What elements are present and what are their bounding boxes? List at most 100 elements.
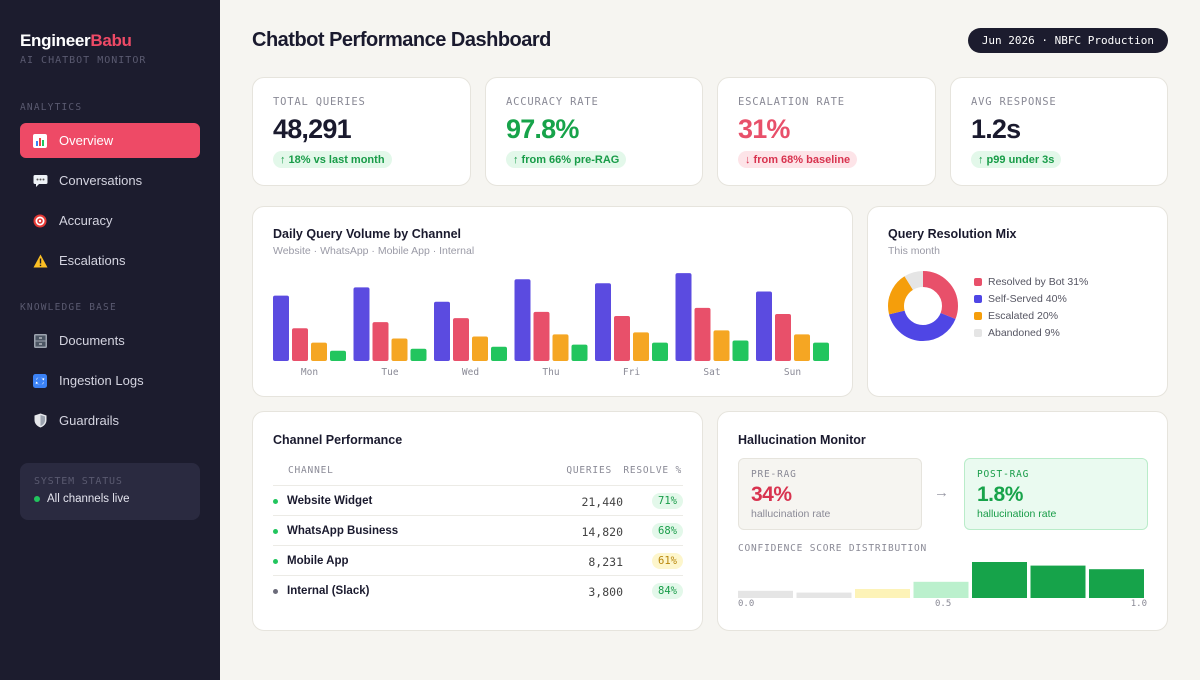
refresh-icon — [32, 373, 48, 389]
kpi-card-escalation-rate: ESCALATION RATE 31% ↓ from 68% baseline — [717, 77, 936, 186]
kpi-value: 31% — [738, 114, 790, 144]
brand-logo[interactable]: EngineerBabu — [20, 31, 132, 51]
kpi-label: ACCURACY RATE — [506, 96, 599, 108]
bar-website-tue[interactable] — [353, 287, 370, 361]
bar-website-sun[interactable] — [756, 291, 772, 361]
bar-internal-wed[interactable] — [491, 346, 507, 361]
bar-mobile-app-sat[interactable] — [713, 330, 730, 361]
donut-slice-self-served[interactable] — [888, 271, 958, 341]
bar-whatsapp-thu[interactable] — [533, 311, 550, 361]
pre-rag-subtext: hallucination rate — [751, 508, 831, 520]
channel-performance-card: Channel Performance CHANNEL QUERIES RESO… — [252, 411, 703, 631]
bar-whatsapp-fri[interactable] — [614, 316, 630, 361]
speech-bubble-icon — [32, 173, 48, 189]
bar-mobile-app-fri[interactable] — [633, 332, 649, 361]
confidence-bar-4[interactable] — [913, 581, 969, 598]
column-header-queries[interactable]: QUERIES — [566, 465, 612, 476]
chart-legend: Resolved by Bot 31% Self-Served 40% Esca… — [974, 273, 1088, 341]
table-row[interactable]: WhatsApp Business 14,820 68% — [273, 515, 683, 545]
bar-website-sat[interactable] — [675, 273, 692, 361]
channel-name: Website Widget — [287, 495, 373, 507]
channel-status-dot — [273, 499, 278, 504]
legend-swatch — [974, 277, 982, 286]
sidebar-item-documents[interactable]: Documents — [20, 323, 200, 358]
post-rag-box: POST-RAG 1.8% hallucination rate — [964, 458, 1148, 530]
bar-mobile-app-mon[interactable] — [311, 342, 327, 361]
table-row[interactable]: Internal (Slack) 3,800 84% — [273, 575, 683, 605]
bar-internal-sun[interactable] — [813, 342, 829, 361]
confidence-bar-1[interactable] — [738, 590, 793, 598]
donut-slice-escalated[interactable] — [888, 271, 958, 341]
x-tick-label: Tue — [381, 367, 398, 378]
bar-whatsapp-mon[interactable] — [292, 328, 308, 361]
sidebar-item-escalations[interactable]: Escalations — [20, 243, 200, 278]
bar-internal-tue[interactable] — [410, 348, 427, 361]
confidence-bar-7[interactable] — [1089, 569, 1144, 598]
legend-label: Resolved by Bot 31% — [988, 275, 1089, 288]
legend-label: Self-Served 40% — [988, 292, 1067, 305]
table-row[interactable]: Website Widget 21,440 71% — [273, 485, 683, 515]
bar-internal-fri[interactable] — [652, 342, 668, 361]
bar-internal-mon[interactable] — [330, 350, 346, 361]
column-header-channel[interactable]: CHANNEL — [288, 465, 334, 476]
confidence-bar-5[interactable] — [972, 562, 1027, 598]
sidebar-item-accuracy[interactable]: Accuracy — [20, 203, 200, 238]
confidence-bar-3[interactable] — [855, 589, 910, 598]
period-selector[interactable]: Jun 2026 · NBFC Production — [967, 28, 1168, 53]
table-row[interactable]: Mobile App 8,231 61% — [273, 545, 683, 575]
system-status-line: All channels live — [34, 493, 186, 505]
bar-website-fri[interactable] — [595, 283, 611, 361]
donut-slice-abandoned[interactable] — [888, 271, 958, 341]
kpi-value: 48,291 — [273, 114, 352, 144]
sidebar-item-overview[interactable]: Overview — [20, 123, 200, 158]
sidebar: EngineerBabu AI CHATBOT MONITOR ANALYTIC… — [0, 0, 220, 680]
confidence-bar-6[interactable] — [1030, 565, 1086, 598]
confidence-bar-2[interactable] — [796, 592, 852, 598]
bar-chart-icon — [32, 133, 48, 149]
bar-whatsapp-wed[interactable] — [453, 318, 469, 361]
daily-query-volume-card: Daily Query Volume by Channel Website · … — [252, 206, 853, 397]
bar-mobile-app-wed[interactable] — [472, 336, 488, 361]
sidebar-item-label: Documents — [59, 333, 125, 348]
bar-whatsapp-tue[interactable] — [372, 322, 389, 361]
confidence-distribution-chart — [738, 562, 1144, 598]
sidebar-item-label: Overview — [59, 133, 114, 148]
system-status-panel: SYSTEM STATUS All channels live — [20, 463, 200, 520]
resolve-badge: 84% — [652, 583, 683, 599]
page-title: Chatbot Performance Dashboard — [252, 29, 551, 51]
legend-item: Self-Served 40% — [974, 290, 1088, 307]
bar-internal-thu[interactable] — [571, 344, 588, 361]
bar-website-mon[interactable] — [273, 295, 289, 361]
x-tick-label: Wed — [462, 367, 479, 378]
bar-internal-sat[interactable] — [732, 340, 749, 361]
bar-website-thu[interactable] — [514, 279, 531, 361]
sidebar-item-conversations[interactable]: Conversations — [20, 163, 200, 198]
x-tick-label: Mon — [301, 367, 318, 378]
bar-whatsapp-sun[interactable] — [775, 313, 791, 361]
post-rag-value: 1.8% — [977, 483, 1023, 506]
warning-icon — [32, 253, 48, 269]
sidebar-item-guardrails[interactable]: Guardrails — [20, 403, 200, 438]
chart-subtitle: Website · WhatsApp · Mobile App · Intern… — [273, 245, 475, 257]
card-title: Hallucination Monitor — [738, 433, 866, 447]
brand-name-main: Engineer — [20, 31, 91, 50]
system-status-title: SYSTEM STATUS — [34, 476, 123, 487]
bar-mobile-app-tue[interactable] — [391, 338, 408, 361]
axis-tick-label: 0.0 — [738, 599, 755, 609]
column-header-resolve[interactable]: RESOLVE % — [623, 465, 682, 476]
axis-tick-label: 1.0 — [1130, 599, 1147, 609]
sidebar-item-ingestion-logs[interactable]: Ingestion Logs — [20, 363, 200, 398]
bar-website-wed[interactable] — [434, 301, 450, 361]
channel-status-dot — [273, 559, 278, 564]
kpi-trend-badge: ↑ from 66% pre-RAG — [506, 151, 627, 168]
legend-swatch — [974, 328, 982, 337]
brand-name-accent: Babu — [90, 31, 132, 50]
bar-mobile-app-thu[interactable] — [552, 334, 569, 361]
resolve-badge: 68% — [652, 523, 683, 539]
sidebar-item-label: Guardrails — [59, 413, 119, 428]
kpi-trend-badge: ↓ from 68% baseline — [738, 151, 858, 168]
kpi-trend-badge: ↑ 18% vs last month — [273, 151, 392, 168]
kpi-card-total-queries: TOTAL QUERIES 48,291 ↑ 18% vs last month — [252, 77, 471, 186]
bar-mobile-app-sun[interactable] — [794, 334, 810, 361]
bar-whatsapp-sat[interactable] — [694, 307, 711, 361]
